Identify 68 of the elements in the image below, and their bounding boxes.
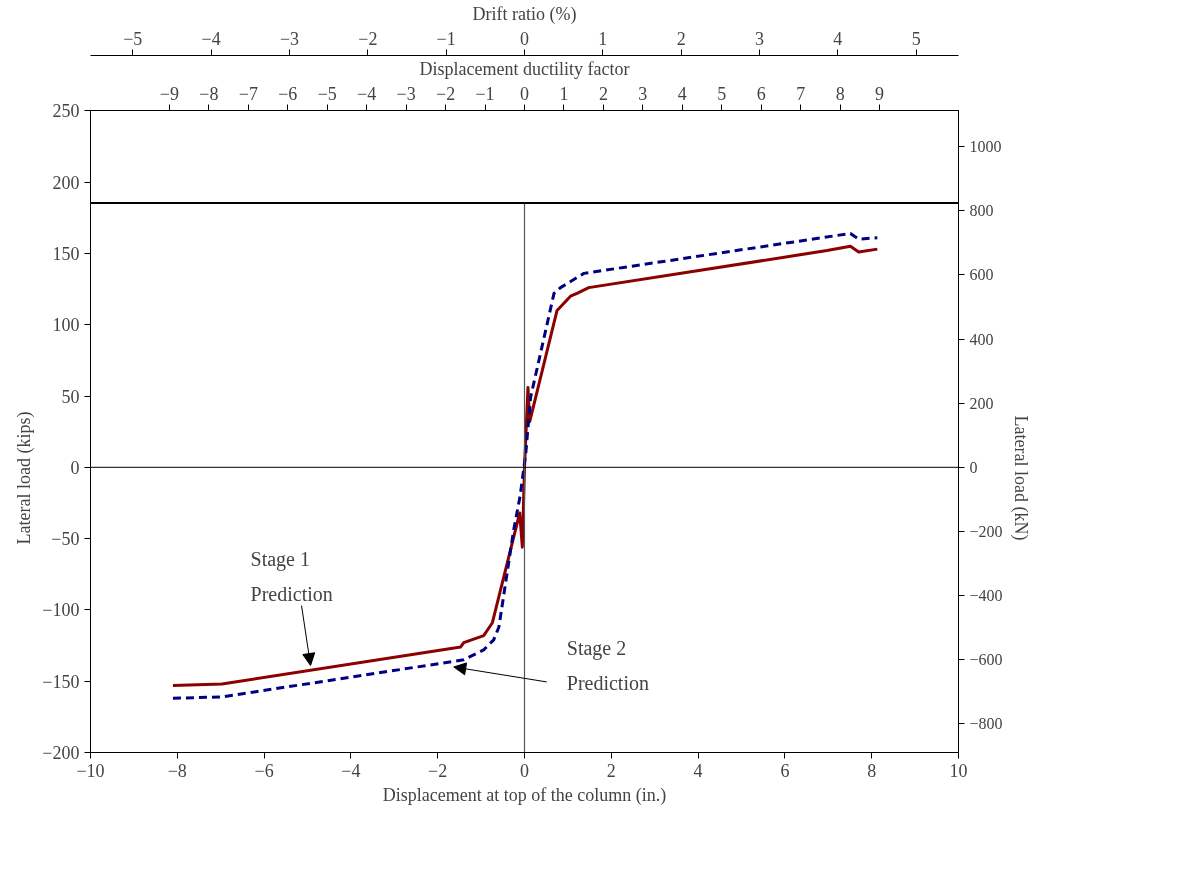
y-tick-label: −100 bbox=[42, 600, 80, 621]
y-tick-label: −150 bbox=[42, 671, 80, 692]
x-tick-label: 2 bbox=[606, 760, 616, 781]
y2-tick-label: 0 bbox=[969, 458, 978, 476]
annotation: Stage 2 Prediction bbox=[566, 636, 649, 695]
x-tick-label: 4 bbox=[677, 83, 687, 104]
x-tick-label: 5 bbox=[717, 83, 727, 104]
x2-tick-label: 5 bbox=[911, 28, 921, 49]
x2-tick-label: −2 bbox=[358, 28, 378, 49]
y2-tick-label: 800 bbox=[969, 202, 994, 220]
y2-tick-label: −200 bbox=[969, 522, 1003, 540]
y-tick-label: 150 bbox=[52, 243, 80, 264]
y2-tick-label: 600 bbox=[969, 266, 994, 284]
x-tick-label: 4 bbox=[693, 760, 703, 781]
x2-tick-label: −4 bbox=[201, 28, 221, 49]
x-tick-label: 8 bbox=[867, 760, 877, 781]
y2-tick-label: 400 bbox=[969, 330, 994, 348]
x-tick-label: 6 bbox=[756, 83, 766, 104]
x-tick-label: 3 bbox=[638, 83, 648, 104]
x-axis-title: Displacement at top of the column (in.) bbox=[382, 784, 667, 806]
x-tick-label: −6 bbox=[278, 83, 298, 104]
x-tick-label: −4 bbox=[357, 83, 377, 104]
x-tick-label: 0 bbox=[520, 760, 529, 781]
y2-tick-label: 200 bbox=[969, 394, 994, 412]
y-tick-label: 250 bbox=[52, 101, 80, 121]
x-tick-label: −7 bbox=[238, 83, 258, 104]
text: 1000 bbox=[969, 138, 1002, 156]
x-tick-label: 7 bbox=[796, 83, 806, 104]
y-tick-label: −200 bbox=[42, 743, 80, 763]
x-tick-label: −8 bbox=[167, 760, 187, 781]
x-tick-label: 8 bbox=[835, 83, 845, 104]
x-tick-label: 1 bbox=[559, 83, 569, 104]
x-tick-label: −9 bbox=[159, 83, 179, 104]
x-tick-label: −6 bbox=[254, 760, 274, 781]
y-tick-label: 50 bbox=[61, 386, 80, 407]
y-tick-label: 0 bbox=[70, 457, 80, 478]
x-tick-label: 2 bbox=[598, 83, 608, 104]
x2-tick-label: 1 bbox=[598, 28, 608, 49]
y2-axis-title: Lateral load (kN) bbox=[1009, 415, 1031, 541]
x-tick-label: 0 bbox=[520, 83, 529, 104]
y-tick-label: −50 bbox=[51, 529, 80, 550]
x2-tick-label: −5 bbox=[123, 28, 143, 49]
x-tick-label: 6 bbox=[780, 760, 790, 781]
x2-axis-title: Drift ratio (%) bbox=[472, 3, 577, 25]
x-tick-label: −8 bbox=[199, 83, 219, 104]
y2-tick-label: −800 bbox=[969, 715, 1003, 733]
y2-tick-label: −600 bbox=[969, 651, 1003, 669]
x-tick-label: 10 bbox=[949, 760, 968, 781]
x-tick-label: −5 bbox=[317, 83, 337, 104]
x2-tick-label: −3 bbox=[279, 28, 300, 49]
x-tick-label: −3 bbox=[396, 83, 416, 104]
x2-tick-label: 4 bbox=[833, 28, 843, 49]
x2-tick-label: 2 bbox=[676, 28, 686, 49]
x-axis-title: Displacement ductility factor bbox=[419, 58, 630, 79]
x-tick-label: −4 bbox=[341, 760, 361, 781]
x2-tick-label: 0 bbox=[520, 28, 529, 49]
annotation: Stage 1 Prediction bbox=[250, 547, 333, 605]
x-tick-label: −10 bbox=[76, 760, 105, 781]
x-tick-label: 9 bbox=[875, 83, 885, 104]
y-tick-label: 200 bbox=[52, 172, 80, 193]
x-tick-label: −1 bbox=[475, 83, 495, 104]
y-axis-title: Lateral load (kips) bbox=[14, 411, 36, 545]
x2-tick-label: −1 bbox=[436, 28, 456, 49]
y-tick-label: 100 bbox=[52, 315, 80, 336]
y2-tick-label: −400 bbox=[969, 586, 1003, 604]
x2-tick-label: 3 bbox=[755, 28, 765, 49]
x-tick-label: −2 bbox=[428, 760, 448, 781]
x-tick-label: −2 bbox=[436, 83, 456, 104]
